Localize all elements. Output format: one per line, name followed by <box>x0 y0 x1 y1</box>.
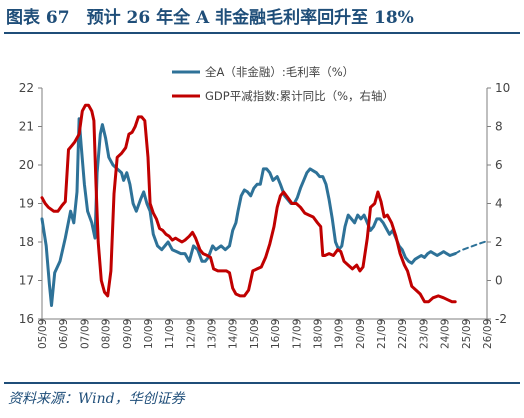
right-tick-label: 8 <box>495 120 503 134</box>
x-tick-label: 09/09 <box>122 319 134 349</box>
x-tick-label: 07/09 <box>79 319 91 349</box>
line-chart: 16 17 18 19 20 21 22 -2 0 2 4 6 8 10 05/09 06/09 07/09 08… <box>19 65 511 349</box>
right-tick-label: 10 <box>495 81 510 95</box>
x-tick-label: 13/09 <box>207 319 219 349</box>
x-tick-label: 18/09 <box>312 319 324 349</box>
x-tick-label: 25/09 <box>461 319 473 349</box>
x-tick-label: 10/09 <box>143 319 155 349</box>
x-tick-label: 17/09 <box>291 319 303 349</box>
left-tick-label: 20 <box>19 158 34 172</box>
x-tick-label: 08/09 <box>101 319 113 349</box>
left-tick-label: 17 <box>19 274 34 288</box>
chart-legend: 全A（非金融）:毛利率（%） GDP平减指数:累计同比（%，右轴） <box>172 65 394 103</box>
x-tick-label: 26/09 <box>482 319 494 349</box>
chart-title: 图表 67 预计 26 年全 A 非金融毛利率回升至 18% <box>6 8 414 28</box>
left-tick-label: 21 <box>19 120 34 134</box>
left-tick-label: 18 <box>19 235 34 249</box>
x-tick-label: 11/09 <box>164 319 176 349</box>
left-tick-label: 16 <box>19 312 34 326</box>
right-tick-label: 0 <box>495 274 503 288</box>
right-tick-label: 2 <box>495 235 503 249</box>
x-tick-label: 24/09 <box>440 319 452 349</box>
x-tick-label: 22/09 <box>397 319 409 349</box>
source-divider <box>4 382 520 384</box>
x-tick-label: 06/09 <box>58 319 70 349</box>
right-tick-label: 6 <box>495 158 503 172</box>
x-tick-label: 20/09 <box>355 319 367 349</box>
legend-label-margin: 全A（非金融）:毛利率（%） <box>205 65 354 79</box>
x-tick-label: 14/09 <box>228 319 240 349</box>
chart-series <box>40 103 488 307</box>
x-tick-label: 05/09 <box>37 319 49 349</box>
title-divider <box>4 32 520 34</box>
left-tick-label: 19 <box>19 197 34 211</box>
right-tick-label: 4 <box>495 197 503 211</box>
x-tick-label: 23/09 <box>418 319 430 349</box>
legend-label-deflator: GDP平减指数:累计同比（%，右轴） <box>205 89 394 103</box>
series-line-margin-forecast <box>454 240 488 255</box>
x-tick-label: 16/09 <box>270 319 282 349</box>
x-tick-label: 21/09 <box>376 319 388 349</box>
left-tick-label: 22 <box>19 81 34 95</box>
right-tick-label: -2 <box>495 312 507 326</box>
x-tick-label: 19/09 <box>334 319 346 349</box>
series-line-deflator <box>40 103 457 304</box>
x-tick-label: 15/09 <box>249 319 261 349</box>
chart-axes: 16 17 18 19 20 21 22 -2 0 2 4 6 8 10 05/09 06/09 07/09 08… <box>19 81 511 349</box>
x-tick-label: 12/09 <box>185 319 197 349</box>
series-line-margin <box>40 117 457 307</box>
source-note: 资料来源：Wind，华创证券 <box>8 391 185 407</box>
